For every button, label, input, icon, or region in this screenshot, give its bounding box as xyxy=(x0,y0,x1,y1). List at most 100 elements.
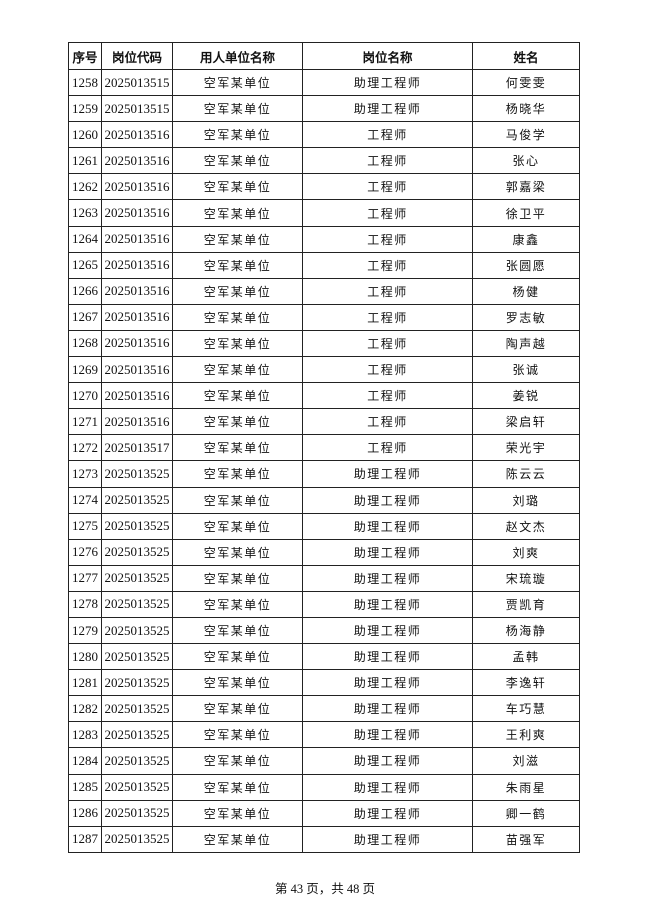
cell-name: 张心 xyxy=(472,147,580,175)
cell-index: 1272 xyxy=(68,434,102,462)
cell-post-code: 2025013516 xyxy=(101,408,173,436)
table-row: 1284 2025013525 空军某单位 助理工程师 刘滋 xyxy=(68,747,580,775)
cell-index: 1268 xyxy=(68,329,102,358)
table-row: 1275 2025013525 空军某单位 助理工程师 赵文杰 xyxy=(68,512,580,540)
cell-post-name: 助理工程师 xyxy=(302,747,473,775)
table-row: 1281 2025013525 空军某单位 助理工程师 李逸轩 xyxy=(68,669,580,697)
cell-index: 1264 xyxy=(68,225,102,253)
cell-post-code: 2025013516 xyxy=(101,173,173,201)
cell-index: 1263 xyxy=(68,199,102,227)
table-row: 1287 2025013525 空军某单位 助理工程师 苗强军 xyxy=(68,825,580,853)
cell-employer: 空军某单位 xyxy=(172,408,303,436)
header-name: 姓名 xyxy=(472,42,580,70)
cell-employer: 空军某单位 xyxy=(172,460,303,488)
table-row: 1272 2025013517 空军某单位 工程师 荣光宇 xyxy=(68,434,580,462)
cell-employer: 空军某单位 xyxy=(172,68,303,97)
cell-post-name: 助理工程师 xyxy=(302,669,473,697)
cell-employer: 空军某单位 xyxy=(172,199,303,227)
cell-name: 康鑫 xyxy=(472,225,580,253)
cell-employer: 空军某单位 xyxy=(172,721,303,749)
cell-post-name: 工程师 xyxy=(302,382,473,410)
cell-name: 张圆愿 xyxy=(472,251,580,279)
cell-post-name: 工程师 xyxy=(302,251,473,279)
cell-post-name: 助理工程师 xyxy=(302,460,473,488)
cell-employer: 空军某单位 xyxy=(172,95,303,123)
cell-post-name: 工程师 xyxy=(302,147,473,175)
cell-post-code: 2025013525 xyxy=(101,721,173,749)
cell-post-name: 工程师 xyxy=(302,303,473,331)
cell-employer: 空军某单位 xyxy=(172,564,303,592)
cell-name: 杨健 xyxy=(472,277,580,305)
cell-index: 1265 xyxy=(68,251,102,279)
cell-post-name: 助理工程师 xyxy=(302,773,473,801)
cell-post-code: 2025013525 xyxy=(101,825,173,853)
table-row: 1274 2025013525 空军某单位 助理工程师 刘璐 xyxy=(68,486,580,514)
cell-post-code: 2025013516 xyxy=(101,199,173,227)
cell-employer: 空军某单位 xyxy=(172,538,303,566)
cell-employer: 空军某单位 xyxy=(172,434,303,462)
cell-post-name: 工程师 xyxy=(302,356,473,384)
cell-post-name: 助理工程师 xyxy=(302,590,473,618)
cell-post-name: 助理工程师 xyxy=(302,512,473,540)
cell-post-name: 工程师 xyxy=(302,121,473,149)
cell-post-name: 助理工程师 xyxy=(302,68,473,97)
table-row: 1277 2025013525 空军某单位 助理工程师 宋琉璇 xyxy=(68,564,580,592)
cell-name: 苗强军 xyxy=(472,825,580,853)
cell-name: 刘璐 xyxy=(472,486,580,514)
cell-employer: 空军某单位 xyxy=(172,356,303,384)
cell-post-name: 助理工程师 xyxy=(302,538,473,566)
cell-name: 贾凯育 xyxy=(472,590,580,618)
cell-name: 刘爽 xyxy=(472,538,580,566)
cell-name: 郭嘉梁 xyxy=(472,173,580,201)
cell-index: 1258 xyxy=(68,68,102,97)
cell-name: 杨晓华 xyxy=(472,95,580,123)
cell-post-code: 2025013516 xyxy=(101,251,173,279)
table-row: 1283 2025013525 空军某单位 助理工程师 王利爽 xyxy=(68,721,580,749)
cell-post-code: 2025013516 xyxy=(101,121,173,149)
cell-employer: 空军某单位 xyxy=(172,303,303,331)
cell-post-name: 助理工程师 xyxy=(302,799,473,827)
cell-index: 1286 xyxy=(68,799,102,827)
table-header-row: 序号 岗位代码 用人单位名称 岗位名称 姓名 xyxy=(68,42,580,70)
table-row: 1276 2025013525 空军某单位 助理工程师 刘爽 xyxy=(68,538,580,566)
cell-name: 杨海静 xyxy=(472,616,580,645)
cell-employer: 空军某单位 xyxy=(172,825,303,853)
cell-post-name: 助理工程师 xyxy=(302,721,473,749)
cell-index: 1287 xyxy=(68,825,102,853)
table-row: 1285 2025013525 空军某单位 助理工程师 朱雨星 xyxy=(68,773,580,801)
cell-post-code: 2025013516 xyxy=(101,382,173,410)
cell-post-name: 工程师 xyxy=(302,408,473,436)
cell-post-name: 助理工程师 xyxy=(302,564,473,592)
cell-post-code: 2025013525 xyxy=(101,669,173,697)
table-row: 1268 2025013516 空军某单位 工程师 陶声越 xyxy=(68,329,580,358)
cell-name: 卿一鹤 xyxy=(472,799,580,827)
table-row: 1273 2025013525 空军某单位 助理工程师 陈云云 xyxy=(68,460,580,488)
table-body: 1258 2025013515 空军某单位 助理工程师 何雯雯 1259 202501351… xyxy=(68,68,580,853)
table-row: 1280 2025013525 空军某单位 助理工程师 孟韩 xyxy=(68,643,580,671)
cell-index: 1280 xyxy=(68,643,102,671)
cell-name: 荣光宇 xyxy=(472,434,580,462)
cell-post-name: 助理工程师 xyxy=(302,95,473,123)
cell-index: 1278 xyxy=(68,590,102,618)
header-post-name: 岗位名称 xyxy=(302,42,473,70)
table-row: 1260 2025013516 空军某单位 工程师 马俊学 xyxy=(68,121,580,149)
cell-name: 马俊学 xyxy=(472,121,580,149)
header-index: 序号 xyxy=(68,42,102,70)
cell-name: 车巧慧 xyxy=(472,695,580,723)
table-row: 1282 2025013525 空军某单位 助理工程师 车巧慧 xyxy=(68,695,580,723)
table-row: 1271 2025013516 空军某单位 工程师 梁启轩 xyxy=(68,408,580,436)
cell-name: 刘滋 xyxy=(472,747,580,775)
cell-index: 1285 xyxy=(68,773,102,801)
cell-employer: 空军某单位 xyxy=(172,747,303,775)
cell-post-code: 2025013516 xyxy=(101,356,173,384)
cell-employer: 空军某单位 xyxy=(172,695,303,723)
cell-post-code: 2025013516 xyxy=(101,277,173,305)
table-row: 1264 2025013516 空军某单位 工程师 康鑫 xyxy=(68,225,580,253)
cell-post-code: 2025013525 xyxy=(101,564,173,592)
cell-name: 罗志敏 xyxy=(472,303,580,331)
table-row: 1279 2025013525 空军某单位 助理工程师 杨海静 xyxy=(68,616,580,645)
cell-name: 张诚 xyxy=(472,356,580,384)
cell-post-code: 2025013525 xyxy=(101,538,173,566)
table-row: 1258 2025013515 空军某单位 助理工程师 何雯雯 xyxy=(68,68,580,97)
cell-index: 1261 xyxy=(68,147,102,175)
